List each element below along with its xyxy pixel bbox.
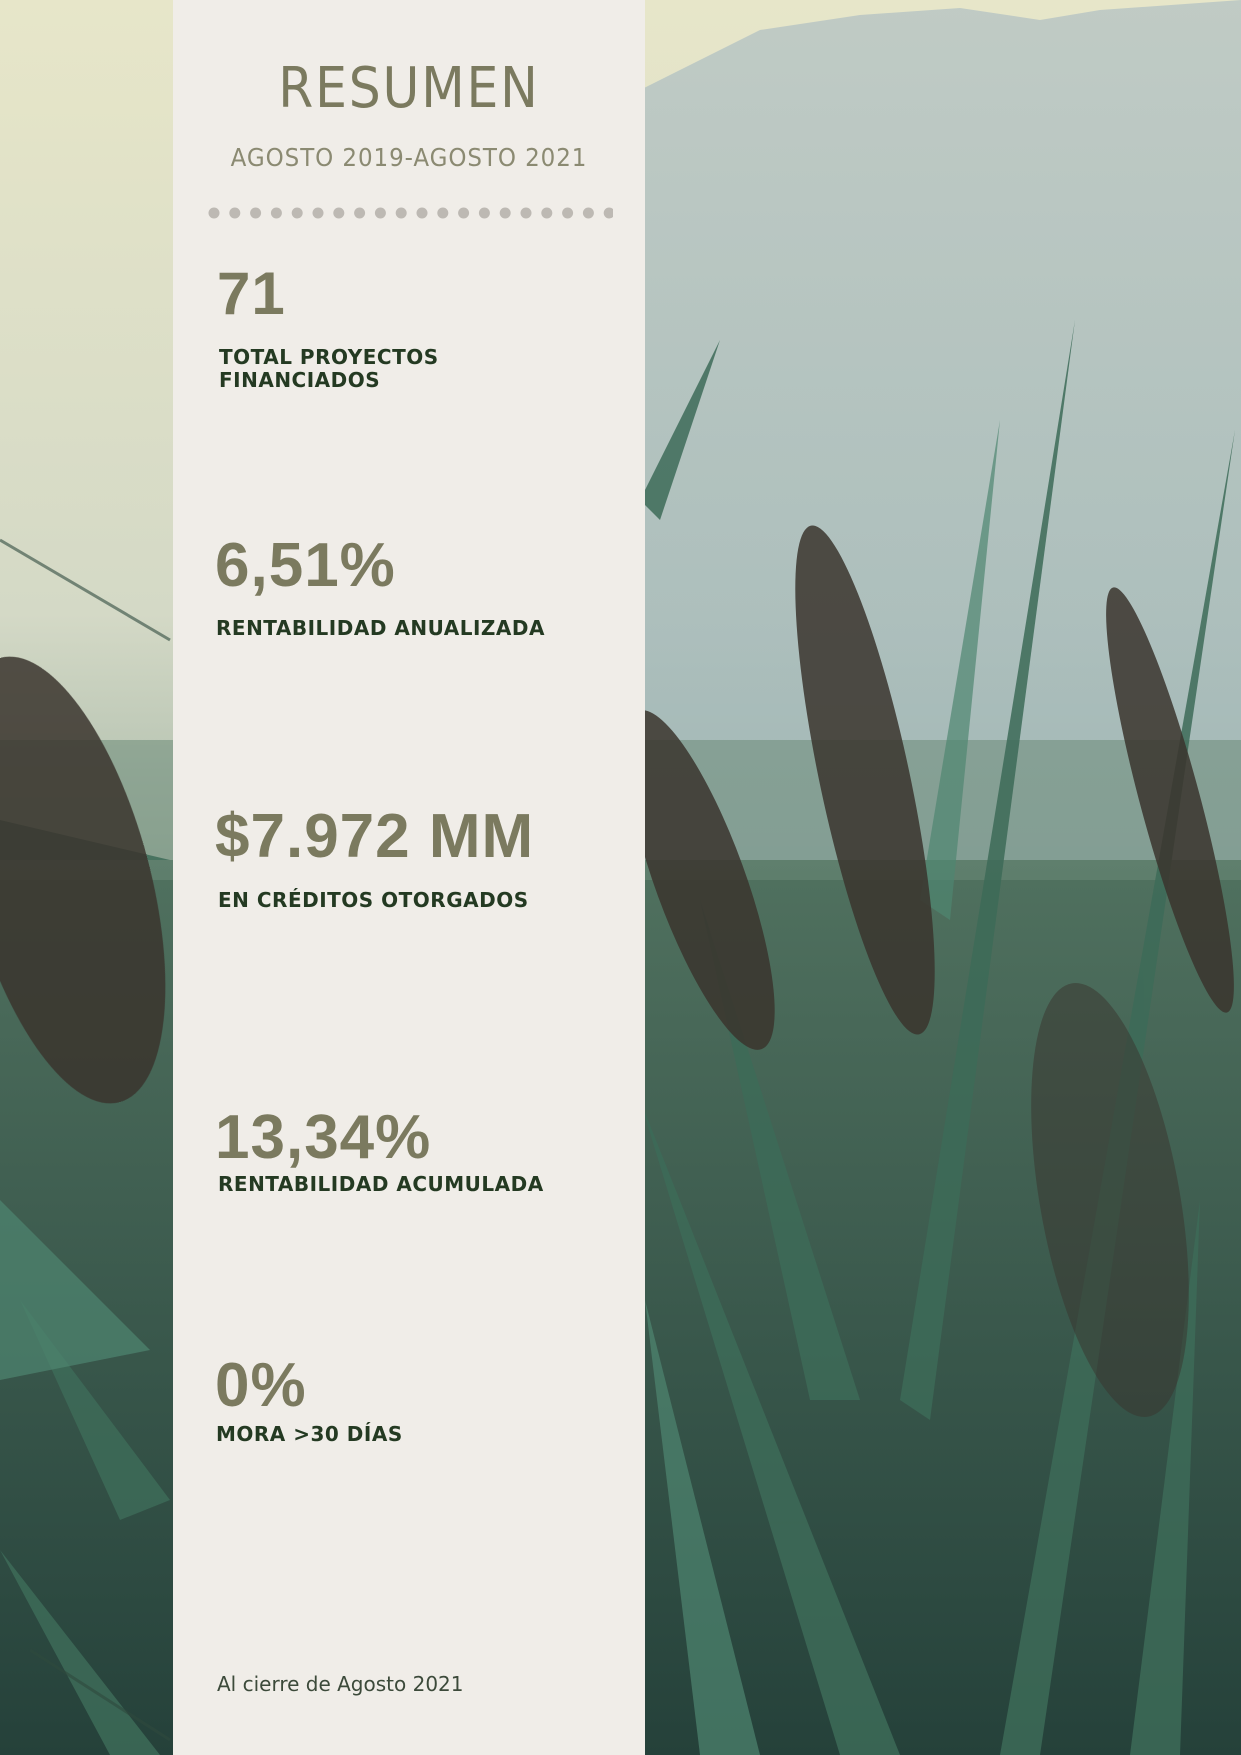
stat-credits-label: EN CRÉDITOS OTORGADOS xyxy=(218,888,529,912)
stat-default-rate-label: MORA >30 DÍAS xyxy=(216,1422,403,1446)
divider-dot xyxy=(541,207,553,219)
stat-annual-return-value: 6,51% xyxy=(215,531,396,600)
divider-dot xyxy=(582,207,594,219)
divider-dot xyxy=(312,207,324,219)
divider-dot xyxy=(437,207,449,219)
stat-cumulative-return-label: RENTABILIDAD ACUMULADA xyxy=(218,1172,544,1196)
divider-dot xyxy=(374,207,386,219)
stat-credits-value: $7.972 MM xyxy=(215,802,535,871)
stat-projects-label-line1: TOTAL PROYECTOS xyxy=(219,345,439,369)
stat-projects-value: 71 xyxy=(217,260,286,327)
stat-default-rate-value: 0% xyxy=(215,1351,307,1420)
divider-dot xyxy=(354,207,366,219)
divider-dot xyxy=(416,207,428,219)
divider-dot xyxy=(562,207,574,219)
divider-dot xyxy=(208,207,220,219)
divider-dot xyxy=(520,207,532,219)
divider-dot xyxy=(395,207,407,219)
stat-annual-return-label: RENTABILIDAD ANUALIZADA xyxy=(216,616,545,640)
divider-dot xyxy=(270,207,282,219)
divider-dot xyxy=(291,207,303,219)
divider-dot xyxy=(458,207,470,219)
stat-projects-label-line2: FINANCIADOS xyxy=(219,368,381,392)
date-range-subtitle: AGOSTO 2019-AGOSTO 2021 xyxy=(230,143,588,172)
page-title: RESUMEN xyxy=(278,56,540,121)
divider-dot xyxy=(250,207,262,219)
divider-dot xyxy=(229,207,241,219)
divider-dot xyxy=(333,207,345,219)
divider-dot xyxy=(499,207,511,219)
divider-dot xyxy=(603,207,613,219)
dotted-divider xyxy=(208,207,613,219)
divider-dot xyxy=(478,207,490,219)
stat-cumulative-return-value: 13,34% xyxy=(215,1103,432,1172)
summary-panel: RESUMEN AGOSTO 2019-AGOSTO 2021 71 TOTAL… xyxy=(173,0,645,1755)
footnote: Al cierre de Agosto 2021 xyxy=(217,1672,464,1696)
